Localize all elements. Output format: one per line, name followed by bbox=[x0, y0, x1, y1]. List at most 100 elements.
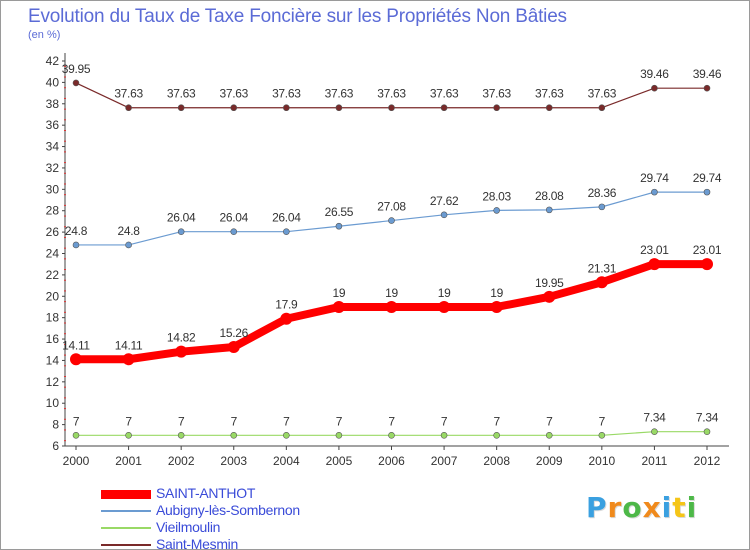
y-tick-label: 32 bbox=[46, 161, 60, 175]
data-label: 24.8 bbox=[65, 224, 88, 238]
logo-letter: r bbox=[607, 491, 623, 524]
y-tick-label: 18 bbox=[46, 311, 60, 325]
data-label: 7 bbox=[231, 414, 238, 428]
y-tick-label: 30 bbox=[46, 182, 60, 196]
data-label: 37.63 bbox=[272, 87, 301, 101]
data-point bbox=[440, 432, 448, 439]
data-label: 7 bbox=[336, 414, 343, 428]
data-point bbox=[388, 217, 395, 224]
y-tick-label: 10 bbox=[46, 396, 60, 410]
data-label: 37.63 bbox=[167, 87, 196, 101]
data-point bbox=[335, 222, 343, 230]
data-point bbox=[595, 276, 608, 289]
data-label: 26.55 bbox=[325, 205, 354, 219]
data-point bbox=[545, 432, 553, 439]
y-tick-label: 16 bbox=[46, 332, 60, 346]
data-label: 7 bbox=[73, 414, 80, 428]
data-label: 37.63 bbox=[588, 87, 617, 101]
data-label: 7 bbox=[599, 414, 606, 428]
data-label: 19 bbox=[438, 286, 451, 300]
legend-swatch bbox=[101, 489, 151, 499]
data-label: 39.95 bbox=[62, 62, 91, 76]
x-tick-label: 2005 bbox=[326, 454, 353, 468]
x-tick-label: 2011 bbox=[642, 454, 668, 468]
data-point bbox=[543, 290, 556, 303]
data-point bbox=[335, 104, 343, 112]
data-point bbox=[283, 228, 290, 235]
data-label: 15.26 bbox=[219, 326, 248, 340]
legend-swatch bbox=[101, 510, 151, 512]
data-point bbox=[493, 104, 500, 112]
data-label: 26.04 bbox=[167, 211, 196, 225]
legend-label: SAINT-ANTHOT bbox=[156, 485, 256, 501]
data-label: 28.36 bbox=[588, 186, 617, 200]
y-tick-label: 6 bbox=[52, 439, 59, 453]
data-label: 7 bbox=[178, 414, 185, 428]
data-label: 7 bbox=[125, 414, 132, 428]
data-label: 23.01 bbox=[640, 243, 669, 257]
data-label: 7 bbox=[546, 414, 553, 428]
data-label: 26.04 bbox=[272, 211, 301, 225]
data-point bbox=[72, 79, 80, 87]
data-label: 7 bbox=[441, 414, 448, 428]
data-label: 21.31 bbox=[588, 261, 617, 275]
data-point bbox=[177, 228, 185, 235]
data-label: 28.08 bbox=[535, 189, 564, 203]
data-point bbox=[493, 432, 500, 439]
data-point bbox=[385, 300, 398, 313]
x-tick-label: 2004 bbox=[273, 454, 300, 468]
data-point bbox=[388, 104, 395, 112]
data-label: 39.46 bbox=[693, 67, 722, 81]
data-point bbox=[70, 353, 82, 366]
data-label: 26.04 bbox=[219, 211, 248, 225]
data-label: 28.03 bbox=[482, 189, 511, 203]
data-point bbox=[651, 428, 658, 435]
chart-title: Evolution du Taux de Taxe Foncière sur l… bbox=[28, 6, 567, 27]
data-point bbox=[493, 207, 500, 214]
data-point bbox=[332, 300, 345, 313]
data-label: 7.34 bbox=[696, 411, 719, 425]
data-point bbox=[125, 241, 132, 249]
logo-letter: x bbox=[642, 491, 662, 524]
data-point bbox=[177, 432, 185, 439]
data-label: 7 bbox=[283, 414, 290, 428]
y-tick-label: 26 bbox=[46, 225, 60, 239]
data-label: 29.74 bbox=[640, 171, 669, 185]
data-point bbox=[175, 345, 188, 358]
data-point bbox=[227, 340, 240, 353]
data-label: 23.01 bbox=[693, 243, 722, 257]
data-point bbox=[230, 104, 238, 112]
legend-label: Vieilmoulin bbox=[156, 519, 221, 535]
logo-letter: i bbox=[661, 491, 673, 524]
data-label: 39.46 bbox=[640, 67, 669, 81]
legend-swatch bbox=[101, 544, 151, 546]
y-tick-label: 22 bbox=[46, 268, 60, 282]
x-tick-label: 2012 bbox=[694, 454, 721, 468]
data-label: 37.63 bbox=[535, 87, 564, 101]
data-point bbox=[280, 312, 293, 325]
data-point bbox=[490, 300, 503, 313]
data-point bbox=[703, 84, 711, 92]
data-label: 37.63 bbox=[219, 87, 248, 101]
data-point bbox=[651, 188, 658, 196]
data-label: 27.62 bbox=[430, 194, 459, 208]
legend-label: Saint-Mesmin bbox=[156, 536, 238, 550]
data-point bbox=[438, 300, 451, 313]
data-point bbox=[122, 353, 135, 366]
y-tick-label: 36 bbox=[46, 118, 60, 132]
data-point bbox=[598, 104, 606, 112]
data-point bbox=[230, 228, 238, 235]
data-label: 27.08 bbox=[377, 200, 406, 214]
data-label: 37.63 bbox=[430, 87, 459, 101]
data-label: 17.9 bbox=[275, 298, 298, 312]
data-label: 37.63 bbox=[114, 87, 143, 101]
data-point bbox=[703, 428, 711, 435]
y-tick-label: 20 bbox=[46, 289, 60, 303]
x-tick-label: 2002 bbox=[168, 454, 195, 468]
y-tick-label: 24 bbox=[46, 247, 60, 261]
y-tick-label: 40 bbox=[46, 75, 60, 89]
x-tick-label: 2007 bbox=[431, 454, 458, 468]
x-tick-label: 2000 bbox=[63, 454, 90, 468]
y-tick-label: 34 bbox=[46, 140, 60, 154]
